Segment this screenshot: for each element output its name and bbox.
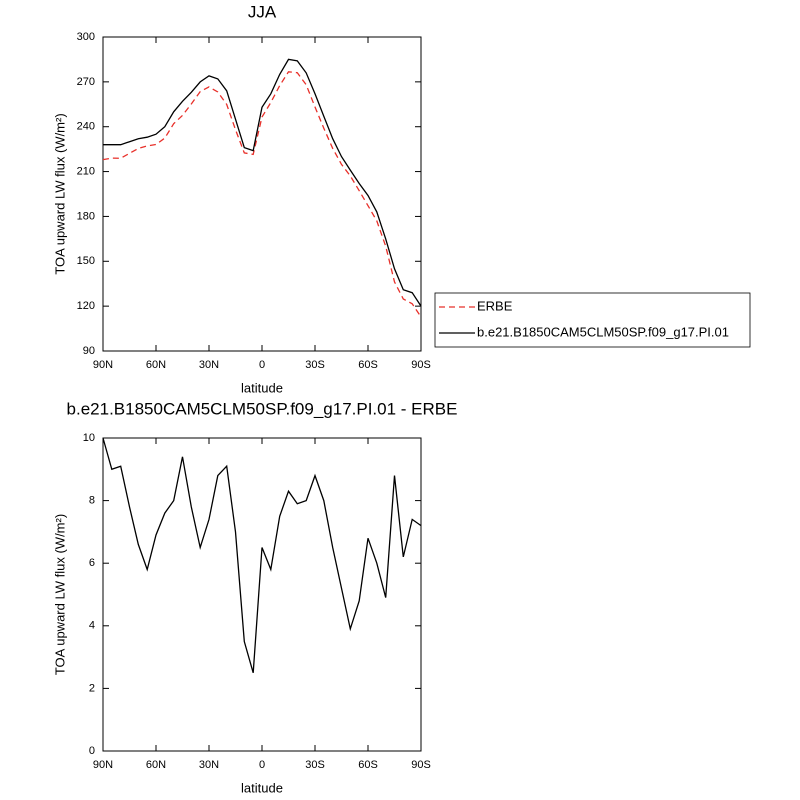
- chart-title: JJA: [248, 2, 277, 21]
- y-tick-label: 180: [77, 210, 95, 222]
- y-tick-label: 0: [89, 745, 95, 757]
- y-axis-label: TOA upward LW flux (W/m²): [52, 113, 67, 274]
- x-axis-label: latitude: [241, 380, 283, 395]
- y-tick-label: 2: [89, 682, 95, 694]
- plot-frame: [102, 437, 422, 752]
- data-line: [102, 71, 422, 318]
- data-line: [102, 437, 422, 673]
- y-tick-label: 210: [77, 165, 95, 177]
- x-tick-label: 0: [259, 759, 265, 771]
- legend-label: b.e21.B1850CAM5CLM50SP.f09_g17.PI.01: [477, 324, 729, 339]
- x-tick-label: 60S: [358, 359, 378, 371]
- y-tick-label: 8: [89, 495, 95, 507]
- plot-frame: [102, 36, 422, 352]
- x-tick-label: 30S: [305, 359, 325, 371]
- data-line: [103, 58, 422, 307]
- y-tick-label: 4: [89, 620, 95, 632]
- x-tick-label: 90N: [93, 759, 113, 771]
- x-tick-label: 90N: [93, 359, 113, 371]
- x-tick-label: 0: [259, 359, 265, 371]
- y-tick-label: 120: [77, 300, 95, 312]
- x-tick-label: 30N: [199, 759, 219, 771]
- y-tick-label: 10: [83, 432, 95, 444]
- x-tick-label: 90S: [411, 359, 431, 371]
- x-tick-label: 60N: [146, 759, 166, 771]
- y-tick-label: 300: [77, 31, 95, 43]
- y-tick-label: 90: [83, 345, 95, 357]
- y-tick-label: 270: [77, 76, 95, 88]
- y-tick-label: 6: [89, 557, 95, 569]
- x-tick-label: 60N: [146, 359, 166, 371]
- y-axis-label: TOA upward LW flux (W/m²): [52, 514, 67, 675]
- x-axis-label: latitude: [241, 780, 283, 795]
- y-tick-label: 240: [77, 121, 95, 133]
- chart-title: b.e21.B1850CAM5CLM50SP.f09_g17.PI.01 - E…: [67, 399, 458, 418]
- x-tick-label: 60S: [358, 759, 378, 771]
- x-tick-label: 30S: [305, 759, 325, 771]
- legend-box: [434, 292, 751, 348]
- y-tick-label: 150: [77, 255, 95, 267]
- x-tick-label: 30N: [199, 359, 219, 371]
- x-tick-label: 90S: [411, 759, 431, 771]
- legend-label: ERBE: [477, 298, 513, 313]
